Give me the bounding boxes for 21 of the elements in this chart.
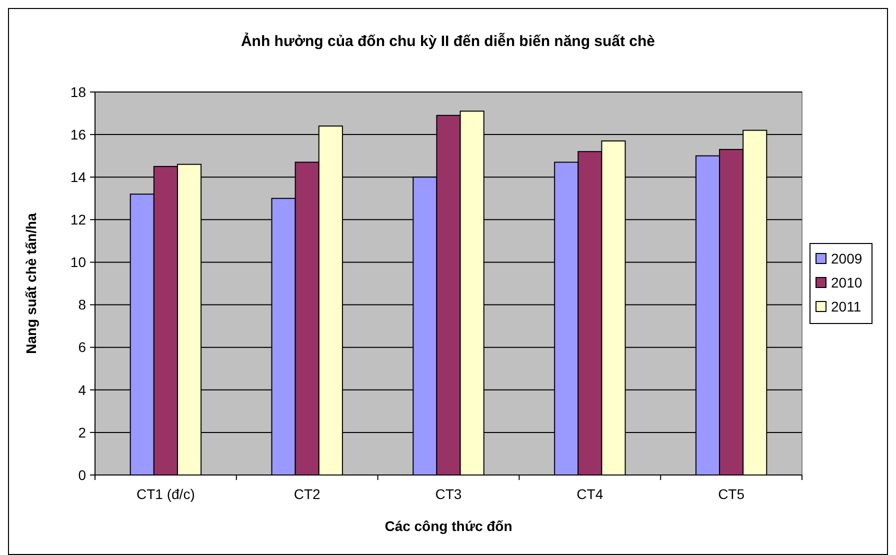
chart-title: Ảnh hưởng của đốn chu kỳ II đến diễn biến năng suất chè [240,32,656,50]
y-tick-label: 18 [70,84,86,100]
y-tick-label: 16 [70,126,86,142]
y-tick-label: 4 [78,382,86,398]
x-tick-label: CT4 [576,486,604,502]
y-tick-label: 12 [70,212,86,228]
y-tick-label: 10 [70,254,86,270]
y-tick-label: 6 [78,339,86,356]
x-tick-label: CT5 [718,486,745,502]
legend-label: 2009 [831,250,862,266]
x-tick-label: CT3 [435,486,462,502]
x-tick-label: CT2 [294,486,321,502]
y-tick-label: 2 [78,424,86,440]
y-tick-label: 0 [78,466,86,483]
y-tick-label: 8 [78,296,86,313]
legend-label: 2011 [831,298,862,314]
y-tick-label: 14 [70,169,86,186]
y-axis-title: Nang suất chè tấn/ha [23,212,39,354]
x-tick-label: CT1 (đ/c) [136,486,195,502]
legend-label: 2010 [831,274,862,290]
x-axis-title: Các công thức đốn [384,518,512,534]
